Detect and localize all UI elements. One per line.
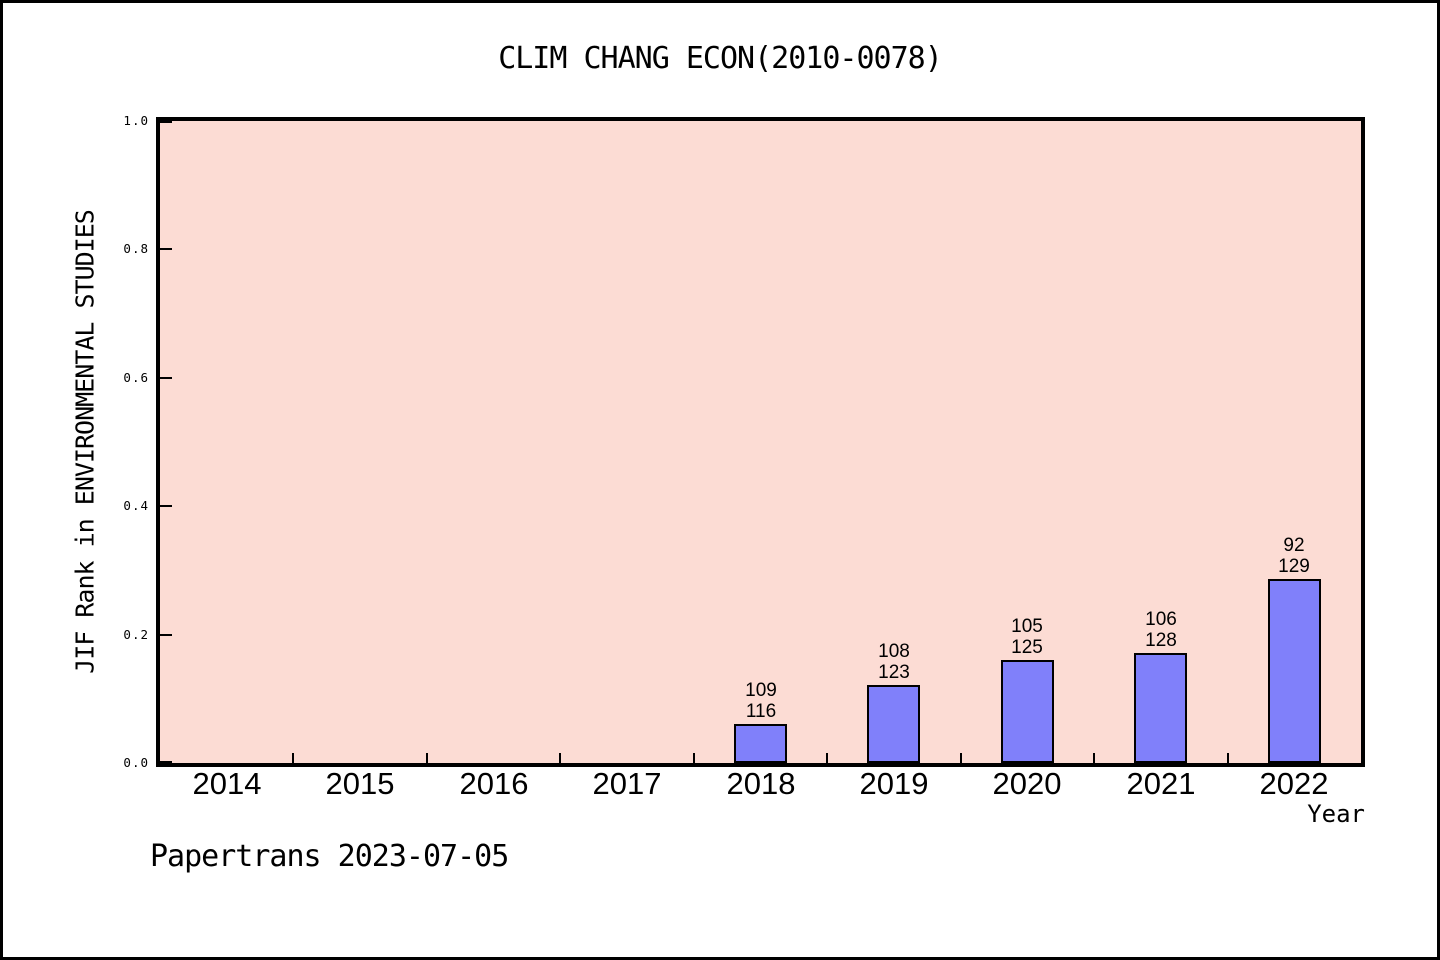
y-tick-label: 1.0	[123, 113, 149, 128]
bar-2019	[867, 685, 920, 763]
x-tick-label: 2020	[992, 766, 1062, 801]
x-tick-label: 2021	[1126, 766, 1196, 801]
x-tick-mark	[426, 753, 428, 763]
x-tick-mark	[1227, 753, 1229, 763]
x-tick-label: 2014	[192, 766, 262, 801]
bar-rank-value: 106	[1145, 609, 1177, 630]
bar-total-value: 125	[1011, 637, 1043, 658]
bar-2018	[734, 724, 787, 763]
chart-title: CLIM CHANG ECON(2010-0078)	[498, 41, 943, 76]
y-tick-mark	[160, 248, 172, 251]
x-tick-label: 2019	[859, 766, 929, 801]
y-tick-label: 0.4	[123, 498, 149, 514]
watermark-text: Papertrans 2023-07-05	[150, 839, 509, 874]
x-tick-mark	[559, 753, 561, 763]
bar-total-value: 129	[1278, 556, 1310, 577]
bar-value-label-2020: 105 125	[967, 616, 1087, 658]
plot-area: 109 116 108 123 105 125 106 128 92 129	[156, 117, 1365, 767]
y-tick-mark	[160, 376, 172, 379]
x-tick-mark	[292, 753, 294, 763]
x-tick-mark	[1093, 753, 1095, 763]
bar-rank-value: 109	[745, 680, 777, 701]
bar-total-value: 123	[878, 662, 910, 683]
y-tick-mark	[160, 121, 172, 123]
bar-2021	[1134, 653, 1187, 763]
bar-2022	[1268, 579, 1321, 763]
bar-total-value: 128	[1145, 630, 1177, 651]
y-axis-label: JIF Rank in ENVIRONMENTAL STUDIES	[70, 210, 100, 674]
y-tick-mark	[160, 633, 172, 636]
bar-rank-value: 108	[878, 641, 910, 662]
x-tick-mark	[826, 753, 828, 763]
bar-2020	[1001, 660, 1054, 763]
x-tick-mark	[960, 753, 962, 763]
y-tick-mark	[160, 505, 172, 508]
x-tick-label: 2017	[592, 766, 662, 801]
bar-value-label-2022: 92 129	[1234, 535, 1354, 577]
x-tick-label: 2018	[726, 766, 796, 801]
bar-value-label-2019: 108 123	[834, 641, 954, 683]
bar-value-label-2021: 106 128	[1101, 609, 1221, 651]
bar-rank-value: 92	[1283, 535, 1305, 556]
y-tick-label: 0.2	[123, 626, 149, 642]
bar-value-label-2018: 109 116	[701, 680, 821, 722]
y-tick-label: 0.0	[123, 755, 149, 770]
bar-total-value: 116	[745, 701, 777, 722]
x-tick-mark	[693, 753, 695, 763]
y-tick-label: 0.6	[123, 369, 149, 385]
y-tick-mark	[160, 761, 172, 763]
x-tick-label: 2016	[459, 766, 529, 801]
bar-rank-value: 105	[1011, 616, 1043, 637]
x-tick-label: 2022	[1259, 766, 1329, 801]
x-axis-label: Year	[1307, 800, 1365, 828]
y-tick-label: 0.8	[123, 241, 149, 257]
x-tick-label: 2015	[325, 766, 395, 801]
